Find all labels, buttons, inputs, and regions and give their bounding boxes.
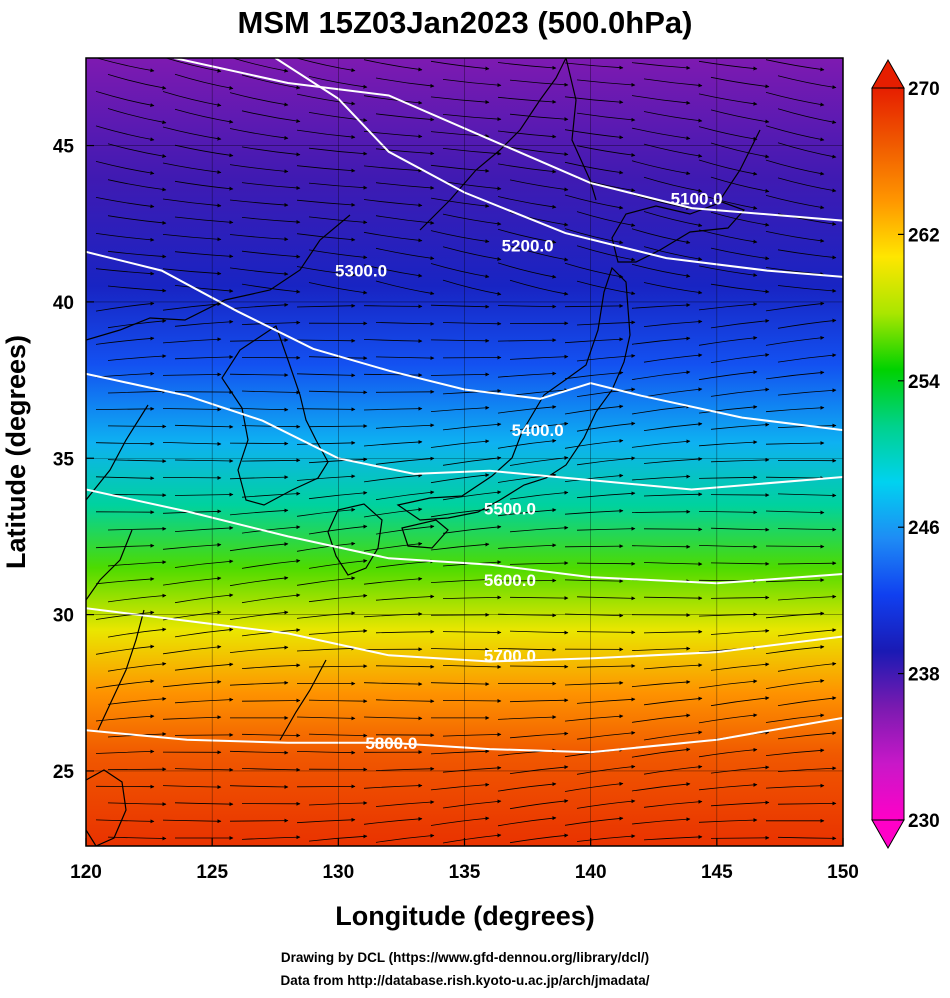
height-contour-label: 5200.0 [502,237,554,256]
height-contour-label: 5700.0 [484,646,536,665]
height-contour-label: 5800.0 [365,734,417,753]
x-tick-label: 130 [322,862,354,883]
credit-dcl: Drawing by DCL (https://www.gfd-dennou.o… [281,950,649,965]
height-contour-label: 5100.0 [671,190,723,209]
map-title: MSM 15Z03Jan2023 (500.0hPa) [238,5,693,40]
colorbar-tick-label: 230 [908,811,940,832]
x-axis-label: Longitude (degrees) [335,901,595,931]
colorbar-extend-max [872,60,904,88]
y-tick-label: 45 [53,137,75,158]
wind-vector [376,392,434,393]
colorbar-tick-label: 270 [908,79,940,100]
x-tick-label: 120 [70,862,102,883]
colorbar-tick-label: 254 [908,372,940,393]
height-contour-label: 5500.0 [484,499,536,518]
height-contour-label: 5400.0 [512,421,564,440]
wind-vector [175,735,233,736]
plot-area: 5100.0 5200.0 5300.0 5400.0 5500.0 5600.0 5700… [86,57,843,846]
wind-vector [711,495,769,496]
x-tick-label: 150 [827,862,859,883]
colorbar-tick-label: 262 [908,225,940,246]
x-tick-label: 140 [575,862,607,883]
height-contour-label: 5600.0 [484,571,536,590]
colorbar-extend-min [872,820,904,848]
x-tick-label: 125 [196,862,228,883]
colorbar-tick-label: 246 [908,518,940,539]
height-contour-label: 5300.0 [335,262,387,281]
x-tick-label: 145 [701,862,733,883]
credit-data-source: Data from http://database.rish.kyoto-u.a… [280,973,649,988]
wind-vector [230,443,288,444]
y-tick-label: 25 [53,762,75,783]
colorbar: 230 238 246 254 262 270 [872,60,940,848]
colorbar-tick-label: 238 [908,665,940,686]
y-tick-label: 40 [53,293,74,314]
y-tick-label: 35 [53,449,75,470]
y-axis-label: Latitude (degrees) [1,335,31,569]
x-tick-label: 135 [449,862,481,883]
y-tick-label: 30 [53,606,74,627]
colorbar-body [872,88,904,820]
